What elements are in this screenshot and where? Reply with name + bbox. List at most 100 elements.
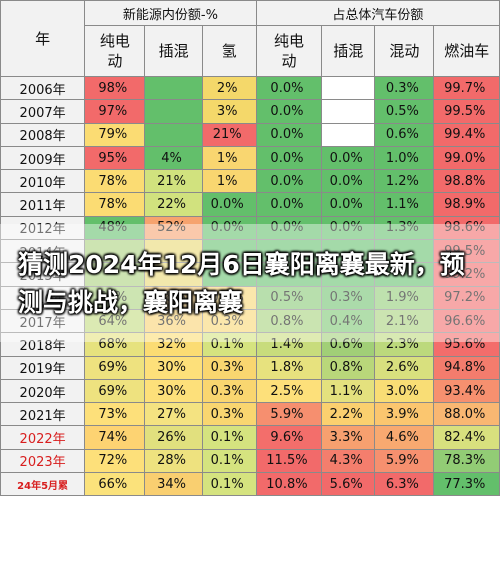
value-cell-nev-phev: 30%: [144, 378, 203, 404]
value-cell-total-hybrid: 0.5%: [374, 99, 435, 124]
table-row: 2014年 99.5%: [0, 239, 500, 264]
column-header-total-hybrid: 混动: [374, 25, 435, 77]
value-cell-nev-phev: 27%: [144, 402, 203, 427]
column-header-nev-hydrogen: 氢: [201, 25, 257, 77]
value-cell-total-hybrid: 5.9%: [374, 448, 435, 474]
share-table: 年 新能源内份额-% 占总体汽车份额 纯电动插混氢纯电动插混 混动 燃油车 2006…: [0, 0, 500, 497]
year-cell: 2011年: [0, 192, 86, 217]
value-cell-total-hybrid: 1.3%: [374, 215, 435, 241]
total-share-group-header: 占总体汽车份额: [255, 0, 500, 26]
value-cell-total-bev: 0.0%: [255, 215, 323, 241]
value-cell-total-ice: 88.0%: [433, 402, 500, 427]
table-row: 2021年 73% 27% 0.3% 5.9% 2.2% 3.9% 88.0%: [0, 402, 500, 427]
table-row: 2006年 98% 2% 0.0% 0.3% 99.7%: [0, 75, 500, 101]
table-row: 2010年 78% 21% 1% 0.0% 0.0% 1.2% 98.8%: [0, 169, 500, 194]
value-cell-total-bev: 9.6%: [255, 425, 323, 450]
value-cell-nev-phev: 21%: [144, 169, 203, 194]
value-cell-nev-phev: 52%: [144, 215, 203, 241]
column-header-nev-phev: 插混: [144, 25, 203, 77]
year-cell: 24年5月累: [0, 472, 86, 497]
value-cell-nev-bev: 95%: [84, 145, 146, 171]
value-cell-total-bev: 0.0%: [255, 99, 323, 124]
value-cell-nev-hydrogen: 0.1%: [201, 332, 257, 357]
table-row: 2023年 72% 28% 0.1% 11.5% 4.3% 5.9% 78.3%: [0, 448, 500, 474]
value-cell-total-bev: [255, 262, 323, 287]
value-cell-nev-bev: 78%: [84, 192, 146, 217]
value-cell-nev-bev: 66%: [84, 472, 146, 497]
table-row: 2008年 79% 21% 0.0% 0.6% 99.4%: [0, 122, 500, 147]
year-cell: 2021年: [0, 402, 86, 427]
value-cell-nev-phev: 30%: [144, 355, 203, 380]
value-cell-nev-hydrogen: 0.3%: [201, 355, 257, 380]
value-cell-nev-phev: 4%: [144, 145, 203, 171]
value-cell-total-bev: 0.0%: [255, 122, 323, 147]
year-cell: 2020年: [0, 378, 86, 404]
value-cell-nev-phev: [144, 122, 203, 147]
value-cell-nev-hydrogen: 0.0%: [201, 192, 257, 217]
value-cell-total-ice: 98.9%: [433, 192, 500, 217]
value-cell-nev-bev: 48%: [84, 215, 146, 241]
year-cell: 2022年: [0, 425, 86, 450]
nev-share-group-header: 新能源内份额-%: [84, 0, 257, 26]
table-row: 2016年 61% 38% 0.3% 0.5% 0.3% 1.9% 97.2%: [0, 285, 500, 310]
value-cell-total-bev: 0.0%: [255, 169, 323, 194]
year-cell: 2007年: [0, 99, 86, 124]
value-cell-nev-bev: 79%: [84, 122, 146, 147]
value-cell-total-bev: 0.8%: [255, 308, 323, 334]
value-cell-total-ice: 95.6%: [433, 332, 500, 357]
value-cell-total-ice: 99.2%: [433, 262, 500, 287]
column-header-total-ice: 燃油车: [433, 25, 500, 77]
value-cell-nev-phev: [144, 262, 203, 287]
value-cell-nev-bev: 64%: [84, 308, 146, 334]
column-header-nev-bev: 纯电动: [84, 25, 146, 77]
value-cell-total-hybrid: 0.6%: [374, 122, 435, 147]
value-cell-total-phev: 0.0%: [321, 215, 376, 241]
value-cell-total-phev: 4.3%: [321, 448, 376, 474]
table-row: 2022年 74% 26% 0.1% 9.6% 3.3% 4.6% 82.4%: [0, 425, 500, 450]
value-cell-total-phev: 1.1%: [321, 378, 376, 404]
year-cell: 2018年: [0, 332, 86, 357]
value-cell-total-phev: 0.0%: [321, 169, 376, 194]
table-row: 2009年 95% 4% 1% 0.0% 0.0% 1.0% 99.0%: [0, 145, 500, 171]
value-cell-total-ice: 77.3%: [433, 472, 500, 497]
value-cell-total-hybrid: 4.6%: [374, 425, 435, 450]
year-cell: 2023年: [0, 448, 86, 474]
value-cell-total-hybrid: 2.6%: [374, 355, 435, 380]
value-cell-total-bev: 5.9%: [255, 402, 323, 427]
value-cell-total-ice: 99.7%: [433, 75, 500, 101]
value-cell-nev-hydrogen: 0.3%: [201, 402, 257, 427]
value-cell-nev-hydrogen: 0.3%: [201, 378, 257, 404]
value-cell-total-phev: [321, 239, 376, 264]
year-cell: 2009年: [0, 145, 86, 171]
value-cell-nev-bev: 68%: [84, 332, 146, 357]
value-cell-nev-hydrogen: 0.3%: [201, 285, 257, 310]
value-cell-nev-hydrogen: 0.1%: [201, 448, 257, 474]
value-cell-total-hybrid: 1.2%: [374, 169, 435, 194]
value-cell-total-hybrid: 3.9%: [374, 402, 435, 427]
value-cell-total-ice: 99.0%: [433, 145, 500, 171]
year-cell: 2017年: [0, 308, 86, 334]
value-cell-total-hybrid: [374, 239, 435, 264]
value-cell-nev-bev: 97%: [84, 99, 146, 124]
value-cell-nev-phev: 26%: [144, 425, 203, 450]
column-header-total-bev: 纯电动: [255, 25, 323, 77]
table-body: 2006年 98% 2% 0.0% 0.3% 99.7% 2007年 97% 3% 0.0% 0.5…: [0, 75, 500, 497]
value-cell-nev-phev: 36%: [144, 308, 203, 334]
value-cell-total-phev: 3.3%: [321, 425, 376, 450]
value-cell-nev-phev: 28%: [144, 448, 203, 474]
table-row: 2011年 78% 22% 0.0% 0.0% 0.0% 1.1% 98.9%: [0, 192, 500, 217]
value-cell-nev-phev: [144, 239, 203, 264]
value-cell-total-bev: 2.5%: [255, 378, 323, 404]
value-cell-total-ice: 98.6%: [433, 215, 500, 241]
value-cell-total-bev: 11.5%: [255, 448, 323, 474]
table-row: 2007年 97% 3% 0.0% 0.5% 99.5%: [0, 99, 500, 124]
value-cell-total-bev: 0.0%: [255, 192, 323, 217]
value-cell-total-bev: 10.8%: [255, 472, 323, 497]
value-cell-nev-hydrogen: 0.1%: [201, 425, 257, 450]
value-cell-total-phev: [321, 75, 376, 101]
value-cell-nev-bev: 98%: [84, 75, 146, 101]
value-cell-total-phev: [321, 99, 376, 124]
year-cell: 2019年: [0, 355, 86, 380]
year-cell: 2014年: [0, 239, 86, 264]
value-cell-nev-hydrogen: 1%: [201, 169, 257, 194]
